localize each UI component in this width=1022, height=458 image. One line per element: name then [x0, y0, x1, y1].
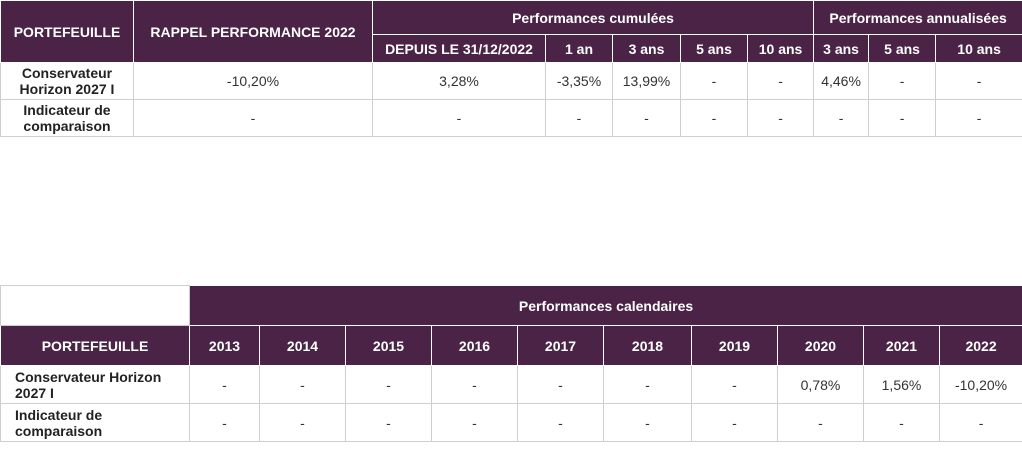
- table-cell: -: [431, 365, 518, 404]
- header-cum-col: DEPUIS LE 31/12/2022: [372, 34, 546, 63]
- table-cell: -: [189, 403, 260, 442]
- header-year: 2013: [189, 325, 260, 366]
- empty-corner-cell: [0, 285, 190, 326]
- table-cell: -: [372, 99, 546, 137]
- table-cell: -3,35%: [545, 62, 613, 100]
- table-cell: -: [431, 403, 518, 442]
- table-cell: -: [680, 99, 748, 137]
- header-cum-col: 3 ans: [612, 34, 681, 63]
- row-label: Indicateur de comparaison: [0, 403, 190, 442]
- table-cell: 3,28%: [372, 62, 546, 100]
- table-cell: -: [691, 403, 778, 442]
- header-year: 2017: [517, 325, 604, 366]
- table-cell: 13,99%: [612, 62, 681, 100]
- table-row: Conservateur Horizon 2027 I -10,20% 3,28…: [0, 62, 1022, 100]
- table-cell: -: [345, 403, 432, 442]
- table-cell: -: [691, 365, 778, 404]
- header-year: 2018: [603, 325, 692, 366]
- table-row: Indicateur de comparaison - - - - - - - …: [0, 403, 1022, 442]
- table-cell: -10,20%: [938, 365, 1022, 404]
- table-cell: -: [345, 365, 432, 404]
- table-cell: -: [189, 365, 260, 404]
- row-label: Conservateur Horizon 2027 I: [0, 365, 190, 404]
- header-cum-col: 1 an: [545, 34, 613, 63]
- header-year: 2014: [259, 325, 346, 366]
- header-year: 2019: [691, 325, 778, 366]
- header-ann-col: 10 ans: [935, 34, 1022, 63]
- header-ann-col: 3 ans: [813, 34, 870, 63]
- table-cell: -: [517, 403, 604, 442]
- header-year: 2015: [345, 325, 432, 366]
- table-cell: 4,46%: [813, 62, 870, 100]
- table-row: Conservateur Horizon 2027 I - - - - - - …: [0, 365, 1022, 404]
- header-year: 2016: [431, 325, 518, 366]
- table-cell: -: [777, 403, 864, 442]
- header-rappel-performance: RAPPEL PERFORMANCE 2022: [133, 0, 373, 63]
- table-cell: -: [603, 365, 692, 404]
- row-label: Indicateur de comparaison: [0, 99, 134, 137]
- table-cell: -: [868, 99, 937, 137]
- header-portefeuille: PORTEFEUILLE: [0, 0, 134, 63]
- cumulative-performance-table: PORTEFEUILLE RAPPEL PERFORMANCE 2022 Per…: [0, 0, 1022, 137]
- header-cum-col: 5 ans: [680, 34, 748, 63]
- table-cell: -: [813, 99, 870, 137]
- header-year: 2022: [938, 325, 1022, 366]
- header-performances-annualisees: Performances annualisées: [813, 0, 1022, 35]
- table-cell: -: [517, 365, 604, 404]
- table-cell: -: [680, 62, 748, 100]
- table-cell: -: [603, 403, 692, 442]
- table-cell: -: [545, 99, 613, 137]
- table-cell: -: [133, 99, 373, 137]
- table-cell: -: [868, 62, 937, 100]
- header-performances-cumulees: Performances cumulées: [371, 0, 815, 35]
- header-cum-col: 10 ans: [746, 34, 815, 63]
- header-portefeuille: PORTEFEUILLE: [0, 325, 190, 366]
- table-cell: -: [938, 403, 1022, 442]
- header-year: 2021: [863, 325, 940, 366]
- header-performances-calendaires: Performances calendaires: [188, 285, 1022, 326]
- table-row: Indicateur de comparaison - - - - - - - …: [0, 99, 1022, 137]
- header-year: 2020: [777, 325, 864, 366]
- table-cell: -: [259, 403, 346, 442]
- table-cell: -: [259, 365, 346, 404]
- table-cell: 0,78%: [777, 365, 864, 404]
- table-cell: -: [935, 99, 1022, 137]
- table-cell: -: [746, 62, 815, 100]
- row-label: Conservateur Horizon 2027 I: [0, 62, 134, 100]
- table-cell: -: [746, 99, 815, 137]
- table-cell: 1,56%: [863, 365, 940, 404]
- header-ann-col: 5 ans: [868, 34, 937, 63]
- table-cell: -: [863, 403, 940, 442]
- calendar-performance-table: Performances calendaires PORTEFEUILLE 20…: [0, 285, 1022, 442]
- table-cell: -10,20%: [133, 62, 373, 100]
- table-cell: -: [935, 62, 1022, 100]
- table-cell: -: [612, 99, 681, 137]
